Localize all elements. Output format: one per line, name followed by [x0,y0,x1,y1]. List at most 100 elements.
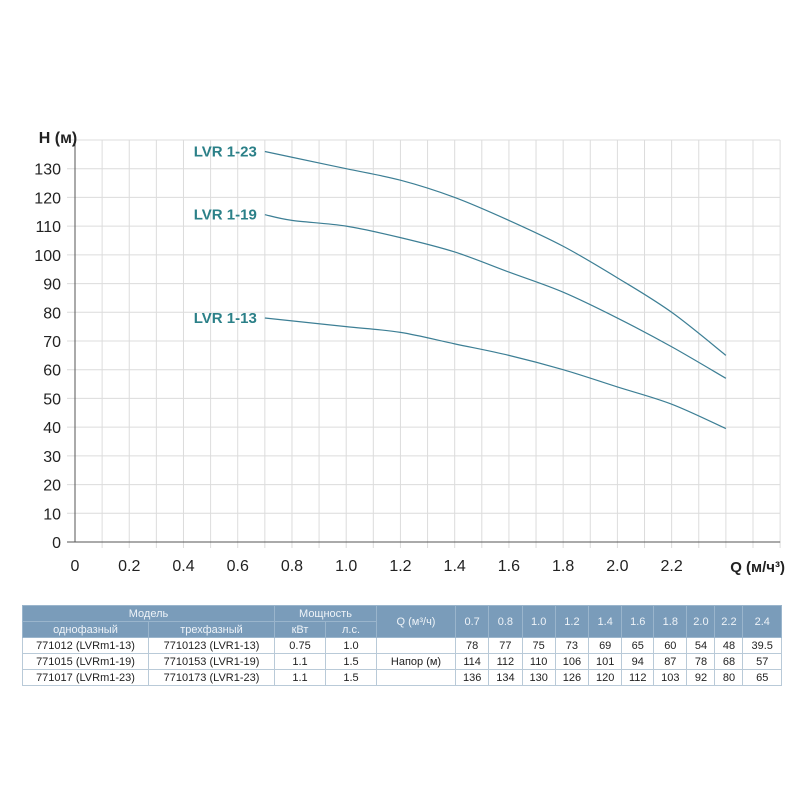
head-value: 134 [488,669,523,686]
single-phase-model: 771017 (LVRm1-23) [22,669,149,686]
x-tick-label: 0.4 [172,558,194,575]
x-tick-label: 0.2 [118,558,140,575]
head-value: 60 [653,637,688,654]
head-value: 112 [621,669,655,686]
head-value: 92 [686,669,716,686]
y-tick-label: 130 [34,162,61,179]
head-value: 39.5 [742,637,782,654]
single-phase-model: 771015 (LVRm1-19) [22,653,149,670]
x-tick-label: 1.2 [389,558,411,575]
x-axis-label: Q (м/ч³) [730,559,785,576]
head-value: 87 [653,653,688,670]
q-value: 1.8 [653,605,688,638]
series-line-lvr-1-13 [264,317,727,430]
head-value: 136 [454,669,490,686]
head-value: 65 [621,637,655,654]
head-value: 106 [554,653,590,670]
table-row: 771015 (LVRm1-19) 7710153 (LVR1-19) 1.1 1.5… [22,653,782,670]
three-phase-model: 7710173 (LVR1-23) [148,669,275,686]
single-phase-header: однофазный [22,621,149,638]
y-tick-label: 20 [43,478,61,495]
head-value: 73 [554,637,590,654]
x-tick-label: 2.2 [661,558,683,575]
x-tick-label: 0.8 [281,558,303,575]
head-value: 114 [454,653,490,670]
x-tick-label: 1.4 [444,558,466,575]
pump-curve-chart: 0 10 20 30 40 50 60 70 80 90 100 110 120 130 0 0.2 0.4 0.… [34,130,785,576]
y-tick-label: 30 [43,449,61,466]
head-value: 130 [521,669,556,686]
q-value: 1.6 [621,605,655,638]
head-value: 57 [742,653,782,670]
y-tick-label: 110 [35,219,61,236]
head-label-cell: Напор (м) [376,653,456,670]
head-value: 94 [621,653,655,670]
head-value: 101 [588,653,623,670]
three-phase-header: трехфазный [148,621,275,638]
head-value: 54 [686,637,716,654]
y-tick-label: 120 [34,190,61,207]
head-value: 65 [742,669,782,686]
head-value: 69 [588,637,623,654]
y-tick-label: 10 [43,506,61,523]
x-tick-label: 1.8 [552,558,574,575]
head-value: 75 [521,637,556,654]
pump-data-table: Модель Мощность Q (м³/ч) 0.7 0.8 1.0 1.2… [22,605,782,686]
model-header: Модель [22,605,275,622]
q-value: 0.7 [454,605,490,638]
y-axis-label: H (м) [39,130,78,147]
head-value: 120 [588,669,623,686]
head-label-cell [376,637,456,654]
y-tick-label: 90 [43,277,61,294]
head-value: 80 [714,669,744,686]
y-tick-label: 80 [43,305,61,322]
q-value: 2.2 [714,605,744,638]
q-value: 1.4 [588,605,623,638]
y-tick-label: 40 [43,420,61,437]
x-tick-label: 1.6 [498,558,520,575]
series-label: LVR 1-19 [194,207,257,224]
q-value: 2.0 [686,605,716,638]
power-kw: 1.1 [274,669,326,686]
three-phase-model: 7710123 (LVR1-13) [148,637,275,654]
hp-header: л.с. [325,621,377,638]
q-value: 2.4 [742,605,782,638]
head-value: 112 [488,653,523,670]
x-tick-label: 0 [71,558,80,575]
head-value: 77 [488,637,523,654]
single-phase-model: 771012 (LVRm1-13) [22,637,149,654]
kw-header: кВт [274,621,326,638]
head-value: 110 [521,653,556,670]
x-tick-label: 2.0 [606,558,628,575]
series-label: LVR 1-23 [194,143,257,160]
power-kw: 1.1 [274,653,326,670]
head-value: 48 [714,637,744,654]
three-phase-model: 7710153 (LVR1-19) [148,653,275,670]
table-row: 771017 (LVRm1-23) 7710173 (LVR1-23) 1.1 1.5… [22,669,782,686]
x-tick-label: 0.6 [227,558,249,575]
head-value: 78 [454,637,490,654]
table-row: 771012 (LVRm1-13) 7710123 (LVR1-13) 0.75 1.… [22,637,782,654]
head-value: 126 [554,669,590,686]
y-tick-label: 100 [34,248,61,265]
series-line-lvr-1-19 [264,214,727,379]
q-value: 1.2 [554,605,590,638]
power-header: Мощность [274,605,377,622]
q-header: Q (м³/ч) [376,605,456,638]
power-hp: 1.0 [325,637,377,654]
series-line-lvr-1-23 [264,150,727,356]
y-tick-label: 70 [43,334,61,351]
head-value: 78 [686,653,716,670]
q-value: 1.0 [521,605,556,638]
y-tick-label: 50 [43,391,61,408]
power-kw: 0.75 [274,637,326,654]
q-value: 0.8 [488,605,523,638]
head-value: 68 [714,653,744,670]
head-value: 103 [653,669,688,686]
series-label: LVR 1-13 [194,310,257,327]
power-hp: 1.5 [325,669,377,686]
x-tick-label: 1.0 [335,558,357,575]
y-tick-label: 0 [52,535,61,552]
y-tick-label: 60 [43,363,61,380]
power-hp: 1.5 [325,653,377,670]
